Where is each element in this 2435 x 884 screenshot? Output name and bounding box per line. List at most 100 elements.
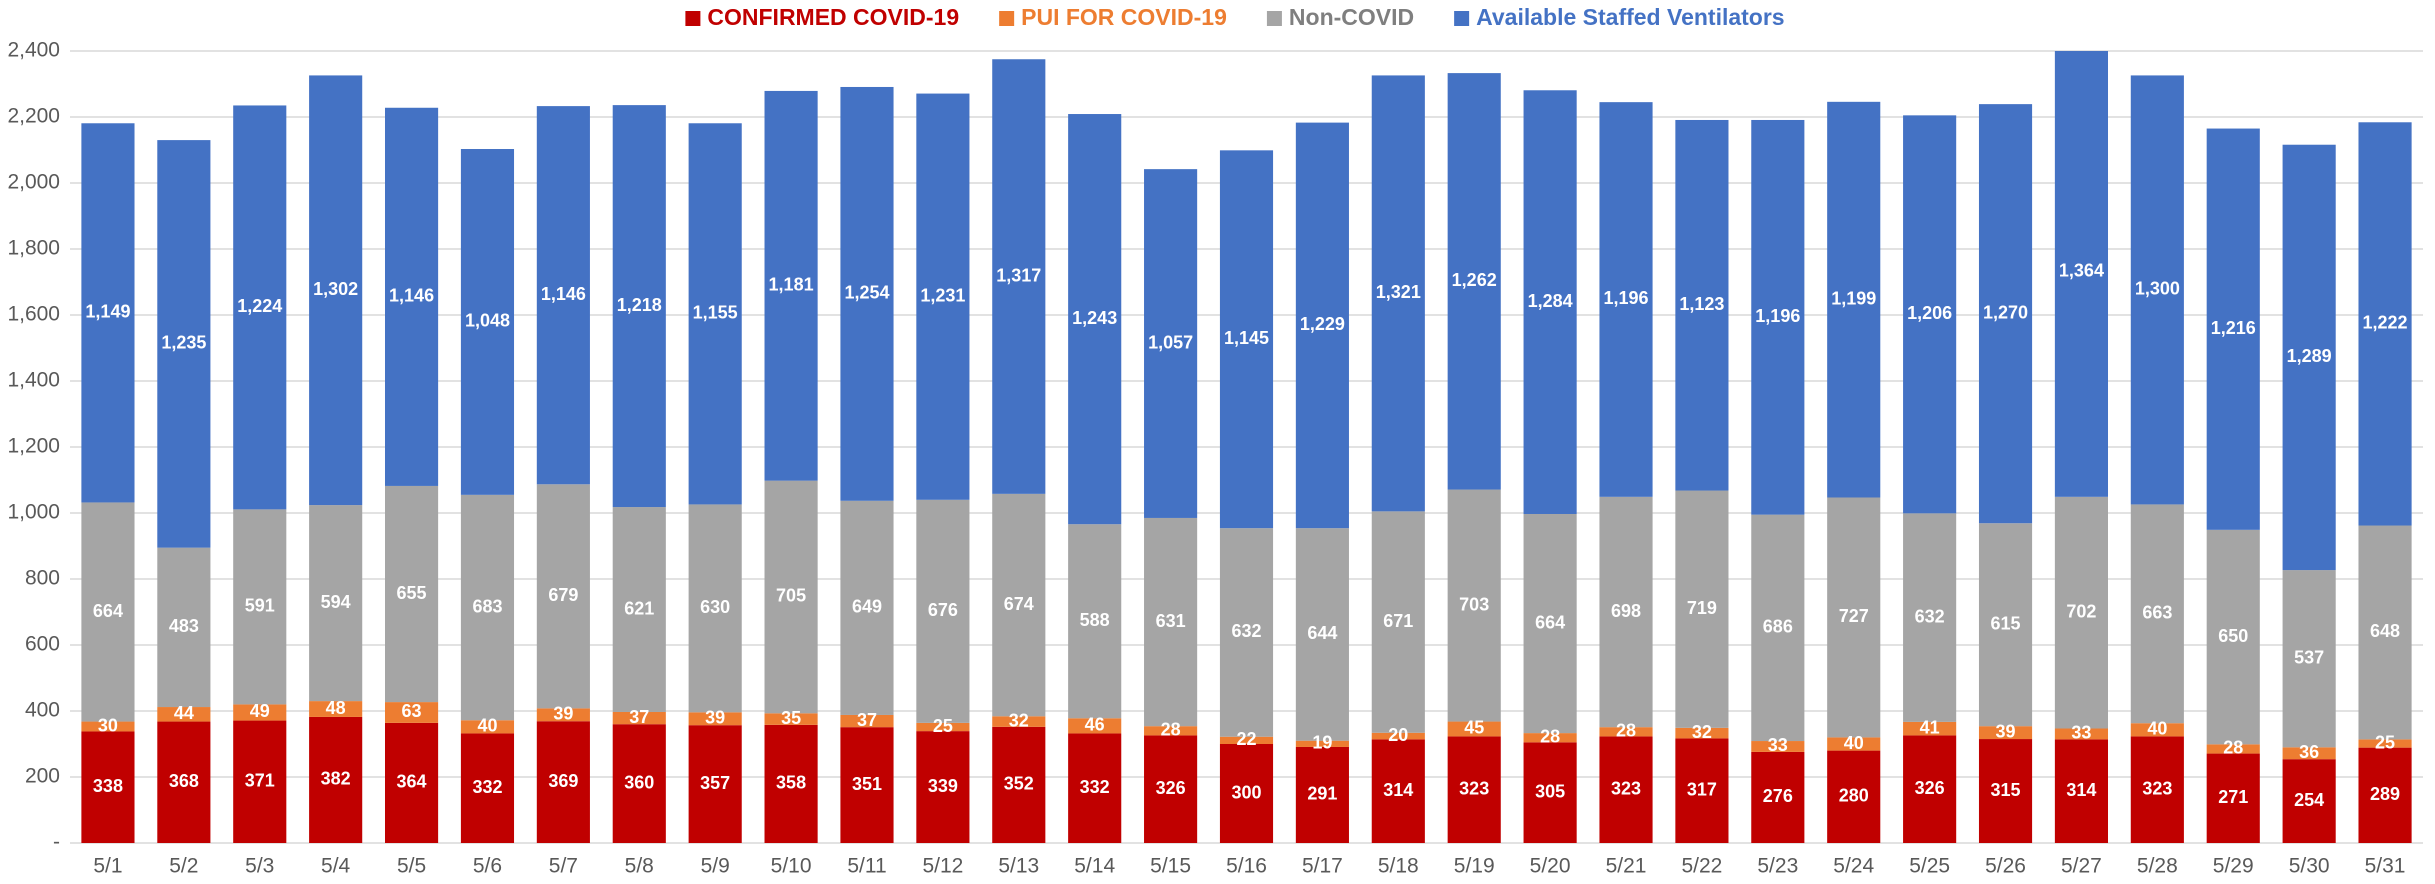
bar-segment xyxy=(992,726,1046,843)
y-tick-label: 2,000 xyxy=(7,171,60,194)
bar-segment xyxy=(2358,747,2412,843)
data-label: 22 xyxy=(1236,729,1256,749)
data-label: 1,196 xyxy=(1755,306,1800,326)
bar-segment xyxy=(81,731,135,843)
x-tick-label: 5/7 xyxy=(549,855,578,878)
data-label: 1,181 xyxy=(769,275,814,295)
data-label: 703 xyxy=(1459,594,1489,614)
data-label: 650 xyxy=(2218,626,2248,646)
y-tick-label: - xyxy=(53,831,60,854)
bar-segment xyxy=(688,504,742,713)
legend-label: Available Staffed Ventilators xyxy=(1476,4,1784,30)
bar-segment xyxy=(1371,511,1425,733)
legend: CONFIRMED COVID-19 PUI FOR COVID-19 Non-CO… xyxy=(685,4,1785,30)
bar-segment xyxy=(536,721,590,843)
bar-segment xyxy=(384,107,439,486)
bar-segment xyxy=(1903,513,1957,722)
bar-segment xyxy=(992,716,1046,727)
data-label: 1,206 xyxy=(1907,303,1952,323)
bar-segment xyxy=(916,499,970,723)
data-label: 683 xyxy=(472,596,502,616)
data-label: 483 xyxy=(169,616,199,636)
bar-segment xyxy=(1827,750,1881,843)
data-label: 326 xyxy=(1915,778,1945,798)
data-label: 357 xyxy=(700,773,730,793)
x-tick-label: 5/25 xyxy=(1909,855,1950,878)
data-label: 360 xyxy=(624,772,654,792)
bar-segment xyxy=(1144,726,1198,736)
x-tick-label: 5/20 xyxy=(1530,855,1571,878)
bar-segment xyxy=(1295,528,1349,741)
data-label: 1,235 xyxy=(161,333,206,353)
data-label: 40 xyxy=(1844,733,1864,753)
bar-segment xyxy=(1599,727,1653,737)
data-label: 32 xyxy=(1692,722,1712,742)
bar-segment xyxy=(1219,528,1274,737)
bar-segment xyxy=(460,494,515,721)
bar-segment xyxy=(1219,150,1274,529)
bar-segment xyxy=(2054,739,2109,843)
data-label: 371 xyxy=(245,771,275,791)
data-label: 315 xyxy=(1991,780,2021,800)
bar-segment xyxy=(233,105,287,510)
data-label: 332 xyxy=(472,777,502,797)
bar-segment xyxy=(1675,490,1729,728)
data-label: 1,146 xyxy=(541,284,586,304)
x-tick-label: 5/10 xyxy=(771,855,812,878)
data-label: 1,218 xyxy=(617,295,662,315)
bar-segment xyxy=(81,123,135,503)
data-label: 63 xyxy=(402,701,422,721)
data-label: 276 xyxy=(1763,786,1793,806)
bar-segment xyxy=(1523,90,1577,514)
y-tick-label: 2,400 xyxy=(7,39,60,62)
data-label: 368 xyxy=(169,771,199,791)
data-label: 1,199 xyxy=(1831,288,1876,308)
data-label: 1,222 xyxy=(2363,313,2408,333)
bar-segment xyxy=(2282,570,2336,748)
bar-segment xyxy=(2206,753,2260,843)
data-label: 1,155 xyxy=(693,303,738,323)
data-label: 48 xyxy=(326,698,346,718)
x-tick-label: 5/26 xyxy=(1985,855,2026,878)
x-tick-label: 5/12 xyxy=(922,855,963,878)
bar-segment xyxy=(1144,169,1198,518)
x-tick-label: 5/8 xyxy=(625,855,654,878)
bar-segment xyxy=(688,725,742,843)
bar-segment xyxy=(1144,517,1198,727)
bar-segment xyxy=(1371,732,1425,740)
data-label: 339 xyxy=(928,776,958,796)
data-label: 317 xyxy=(1687,779,1717,799)
data-label: 648 xyxy=(2370,621,2400,641)
bar-segment xyxy=(1068,114,1122,525)
data-label: 1,146 xyxy=(389,286,434,306)
data-label: 338 xyxy=(93,776,123,796)
bar-segment xyxy=(688,123,742,505)
data-label: 631 xyxy=(1156,611,1186,631)
data-label: 1,196 xyxy=(1603,288,1648,308)
bar-segment xyxy=(992,59,1046,494)
bar-segment xyxy=(2206,128,2260,530)
bar-segment xyxy=(840,727,894,843)
data-label: 615 xyxy=(1991,613,2021,633)
data-label: 719 xyxy=(1687,598,1717,618)
data-label: 1,302 xyxy=(313,279,358,299)
bar-segment xyxy=(992,493,1046,717)
legend-label: PUI FOR COVID-19 xyxy=(1021,4,1227,30)
bar-segment xyxy=(1903,735,1957,843)
bar-segment xyxy=(764,724,818,843)
data-label: 369 xyxy=(548,771,578,791)
data-label: 46 xyxy=(1085,715,1105,735)
bar-segment xyxy=(2282,144,2336,571)
bar-segment xyxy=(1295,122,1349,529)
data-label: 351 xyxy=(852,774,882,794)
data-label: 1,289 xyxy=(2287,346,2332,366)
data-label: 1,224 xyxy=(237,296,282,316)
data-label: 332 xyxy=(1080,777,1110,797)
bar-segment xyxy=(764,713,818,725)
bar-segment xyxy=(2358,122,2412,526)
data-label: 686 xyxy=(1763,617,1793,637)
bar-segment xyxy=(1523,733,1577,743)
x-tick-label: 5/16 xyxy=(1226,855,1267,878)
data-label: 1,284 xyxy=(1528,291,1573,311)
x-tick-label: 5/14 xyxy=(1074,855,1115,878)
